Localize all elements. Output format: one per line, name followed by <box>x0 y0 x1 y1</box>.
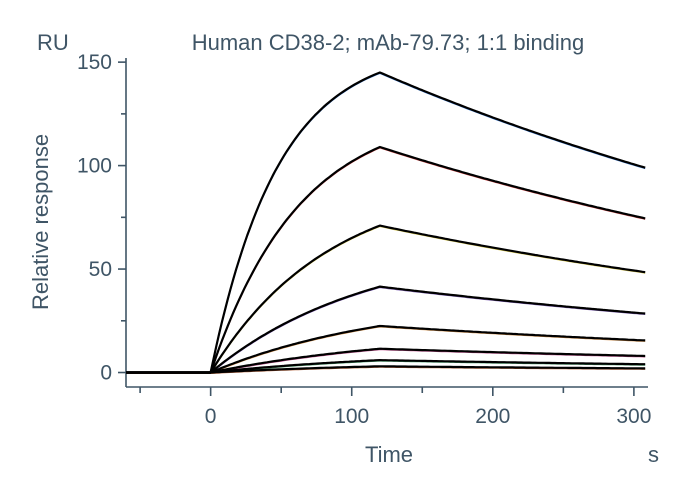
y-unit-label: RU <box>37 30 69 55</box>
y-tick-label: 150 <box>77 51 112 74</box>
y-axis-label: Relative response <box>28 134 53 310</box>
x-tick-label: 300 <box>616 405 651 428</box>
fit-curve-8 <box>126 365 646 374</box>
raw-curve-1 <box>126 72 646 375</box>
fit-curve-1 <box>126 71 646 374</box>
y-tick-label: 50 <box>89 258 112 281</box>
fit-curve-4 <box>126 285 646 374</box>
chart-title: Human CD38-2; mAb-79.73; 1:1 binding <box>192 30 585 55</box>
x-unit-label: s <box>648 442 659 467</box>
x-tick-label: 0 <box>205 405 217 428</box>
fit-curve-7 <box>126 359 646 374</box>
raw-curve-3 <box>126 225 646 375</box>
fit-curve-5 <box>126 324 646 374</box>
x-tick-label: 100 <box>334 405 369 428</box>
fit-curve-2 <box>126 145 646 374</box>
fit-curve-3 <box>126 224 646 374</box>
fit-curve-6 <box>126 347 646 374</box>
raw-data-curves <box>126 72 646 375</box>
x-tick-label: 200 <box>475 405 510 428</box>
axes: 0 50 100 150 0 100 200 300 <box>77 51 651 428</box>
y-tick-label: 0 <box>100 362 112 385</box>
y-tick-label: 100 <box>77 155 112 178</box>
x-axis-label: Time <box>365 442 413 467</box>
fit-curves <box>126 71 646 374</box>
